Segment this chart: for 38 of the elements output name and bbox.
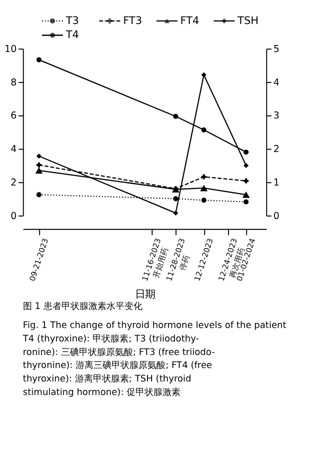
y2-tick-label: 5 [273,44,280,55]
legend-label: T3 [64,14,79,27]
point [35,167,43,174]
y-tick-label: 8 [10,77,17,88]
y2-tick-label: 1 [273,178,280,189]
point [244,150,249,155]
point [201,72,206,78]
y-tick-label: 10 [4,44,17,55]
y2-tick-label: 4 [273,77,280,88]
legend-label: TSH [236,14,259,27]
point [242,191,250,198]
y-tick-label: 6 [10,110,17,122]
y2-tick-label: 3 [273,110,280,122]
point [201,127,206,132]
caption: 图 1 患者甲状腺激素水平变化 [22,301,142,312]
point [244,199,249,204]
point [201,174,206,180]
point [36,57,42,62]
point [200,184,208,192]
y2-tick-label: 2 [273,144,280,156]
legend-label: T4 [64,29,80,42]
x-axis-title: 日期 [135,288,156,301]
point [173,210,178,216]
y-tick-label: 0 [10,210,17,222]
point [244,162,249,168]
legend-label: FT4 [180,14,200,27]
point [36,154,42,159]
point [201,198,206,203]
y-tick-label: 4 [10,144,17,156]
y-tick-label: 2 [10,178,17,189]
point [244,178,249,184]
legend-label: FT3 [123,14,142,27]
point [36,162,42,168]
point [36,192,42,198]
point [173,196,178,202]
y2-tick-label: 0 [273,210,280,222]
point [173,114,178,119]
caption: Fig. 1 The change of thyroid hormone levels of the patient T4 (thyroxine): 甲状腺素; T3 (triiodothy- ronine): 三碘甲状腺原氨酸; FT3 (free triiodo- thyronine): 游离三碘甲状腺原氨酸; FT4 (free thyroxine): 游离甲状腺素; TSH (thyroid stimulating hormone): 促甲状腺激素 [22,321,287,398]
